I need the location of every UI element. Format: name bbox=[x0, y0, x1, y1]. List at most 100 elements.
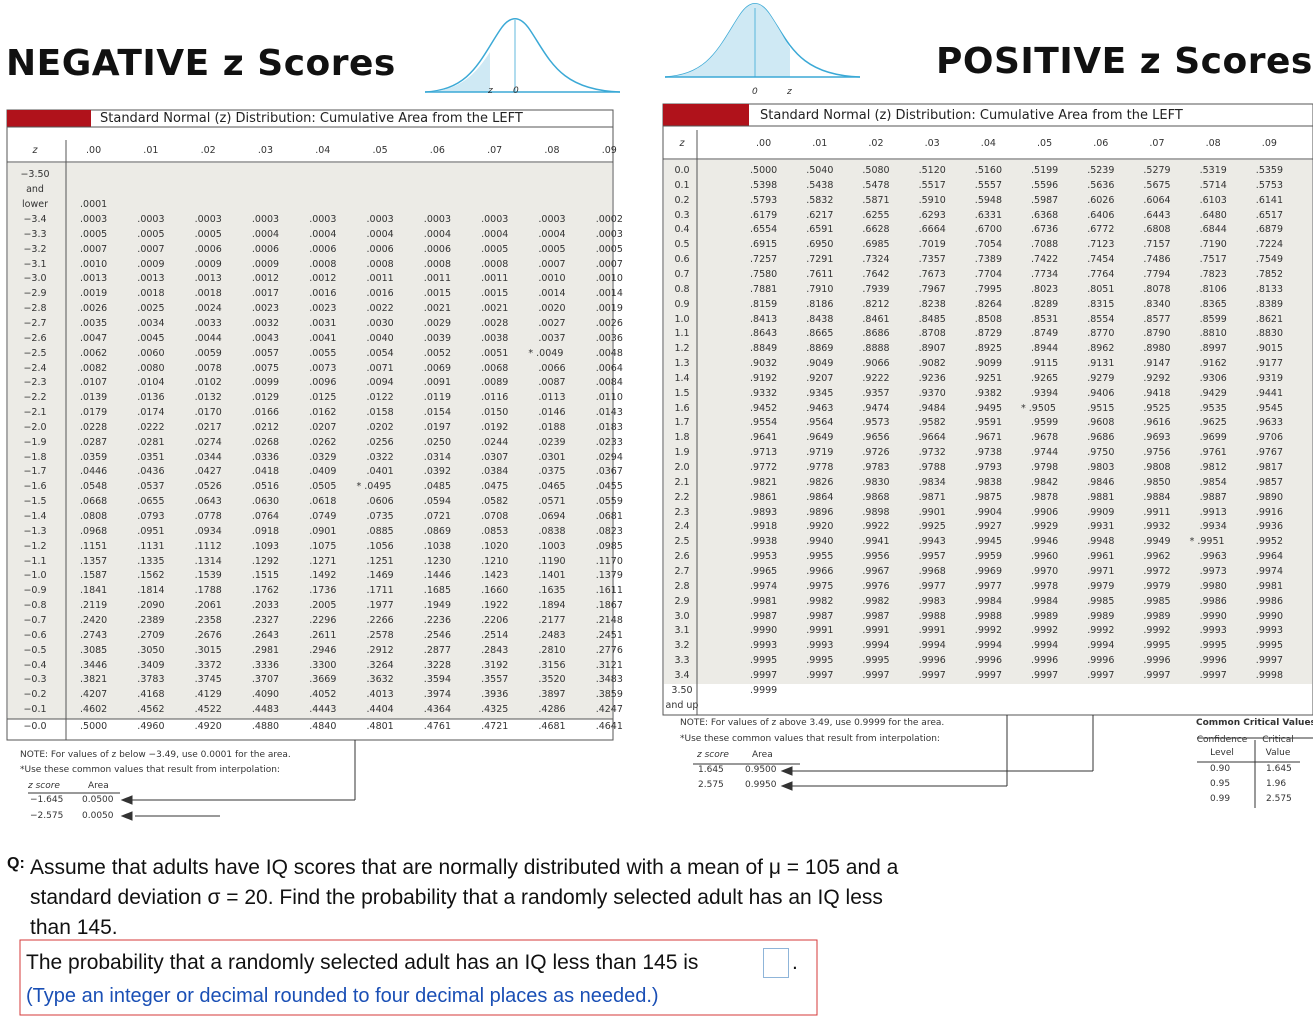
cell: .5000 bbox=[750, 165, 778, 176]
cell: .8413 bbox=[750, 313, 778, 325]
cell: .9992 bbox=[974, 625, 1002, 637]
cell: .9997 bbox=[1087, 669, 1115, 681]
cell: .0207 bbox=[309, 421, 337, 433]
cell: .3745 bbox=[194, 674, 222, 686]
cell: .0059 bbox=[194, 347, 222, 359]
cell: .9345 bbox=[806, 387, 834, 399]
cell: .9957 bbox=[918, 551, 946, 563]
cell: .0003 bbox=[137, 214, 165, 225]
cell: .7123 bbox=[1087, 239, 1115, 251]
cell: .9999 bbox=[750, 684, 778, 696]
row-label: 1.0 bbox=[674, 313, 690, 325]
cell: .1170 bbox=[595, 555, 623, 567]
cell: .3156 bbox=[538, 659, 566, 671]
cell: .1271 bbox=[309, 555, 337, 567]
cell: .3192 bbox=[481, 659, 509, 671]
cell: .9997 bbox=[918, 669, 946, 681]
row-label: −0.0 bbox=[23, 720, 47, 732]
cell: .2236 bbox=[423, 614, 451, 626]
cell: .0062 bbox=[80, 347, 108, 359]
cell: .7967 bbox=[918, 283, 946, 295]
cell: .0582 bbox=[481, 496, 509, 508]
cell: .4880 bbox=[251, 720, 280, 732]
cell: .8665 bbox=[806, 328, 834, 340]
cell: .0006 bbox=[194, 243, 222, 255]
cell: .9975 bbox=[806, 580, 834, 592]
cell: .8461 bbox=[862, 313, 890, 325]
cell: .0793 bbox=[137, 511, 165, 522]
cell: .0985 bbox=[595, 540, 623, 552]
cell: .0455 bbox=[595, 481, 623, 493]
cell: .0005 bbox=[481, 243, 509, 255]
row-label: −0.2 bbox=[23, 689, 47, 701]
column-header: .01 bbox=[143, 145, 159, 156]
cell: .0233 bbox=[595, 436, 623, 448]
cell: .0735 bbox=[366, 511, 394, 522]
cell: .9582 bbox=[918, 417, 946, 429]
curve-label: 0 bbox=[513, 86, 519, 96]
cell: .9871 bbox=[918, 491, 946, 503]
cell: .0643 bbox=[194, 496, 222, 508]
cell: .0329 bbox=[309, 451, 337, 463]
cell: .9993 bbox=[1255, 625, 1283, 637]
cell: .0006 bbox=[366, 243, 394, 255]
cell: .6255 bbox=[862, 209, 890, 221]
cell: .6950 bbox=[806, 239, 834, 251]
cell: .0192 bbox=[481, 421, 509, 433]
cell: .0281 bbox=[137, 436, 165, 448]
cell: .9995 bbox=[1199, 640, 1227, 652]
cell: .8078 bbox=[1143, 283, 1171, 295]
cell: .0749 bbox=[309, 511, 337, 522]
row-label: 0.7 bbox=[674, 268, 690, 280]
cell: .6517 bbox=[1255, 209, 1283, 221]
row-label: 0.4 bbox=[674, 224, 690, 236]
row-label: 1.6 bbox=[674, 402, 690, 414]
answer-input[interactable] bbox=[763, 948, 789, 978]
cell: .0022 bbox=[366, 303, 394, 315]
cell: .0082 bbox=[80, 362, 108, 374]
cell: .6628 bbox=[862, 224, 890, 236]
cell: .0006 bbox=[423, 243, 451, 255]
cell: .0322 bbox=[366, 451, 394, 463]
cell: .8577 bbox=[1143, 313, 1171, 325]
cell: .9995 bbox=[806, 655, 834, 667]
cell: .9956 bbox=[862, 551, 890, 563]
interp-header: Area bbox=[88, 781, 109, 791]
cell: .2483 bbox=[538, 629, 566, 641]
cell: .0003 bbox=[423, 214, 451, 225]
cell: .0721 bbox=[423, 511, 451, 522]
cell: .9948 bbox=[1087, 536, 1115, 548]
row-label: −2.6 bbox=[23, 332, 47, 344]
row-label: 2.7 bbox=[674, 565, 690, 577]
cell: .5753 bbox=[1255, 179, 1283, 191]
cell: .1131 bbox=[137, 540, 165, 552]
row-label: 2.1 bbox=[674, 476, 690, 488]
row-label: 1.9 bbox=[674, 447, 690, 459]
cell: .7995 bbox=[974, 283, 1002, 295]
row-label: 0.1 bbox=[674, 179, 690, 191]
cell: .8729 bbox=[974, 328, 1002, 340]
cell: .0032 bbox=[251, 317, 280, 329]
cell: .9515 bbox=[1087, 402, 1115, 414]
cell: .8340 bbox=[1143, 298, 1171, 310]
cell: .0262 bbox=[309, 436, 337, 448]
cell: .9916 bbox=[1255, 506, 1283, 518]
cell: .5080 bbox=[862, 165, 890, 176]
row-label: −3.3 bbox=[23, 228, 47, 240]
cell: .9793 bbox=[974, 462, 1002, 473]
cell: .0003 bbox=[366, 214, 394, 225]
cell: .8749 bbox=[1031, 328, 1059, 340]
cell: .2177 bbox=[538, 614, 566, 626]
cell: .7454 bbox=[1087, 254, 1115, 266]
cell: .2061 bbox=[194, 600, 222, 612]
cell: .0250 bbox=[423, 436, 451, 448]
cell: .0066 bbox=[538, 362, 566, 374]
cell: .9979 bbox=[1143, 580, 1171, 592]
cell: .2578 bbox=[366, 629, 394, 641]
cell: .0002 bbox=[595, 214, 623, 225]
cell: .0016 bbox=[309, 288, 337, 300]
cell: .7764 bbox=[1087, 268, 1115, 280]
title: NEGATIVE z Scores bbox=[6, 43, 396, 84]
cell: .1379 bbox=[595, 570, 623, 582]
cell: .9943 bbox=[918, 536, 946, 548]
